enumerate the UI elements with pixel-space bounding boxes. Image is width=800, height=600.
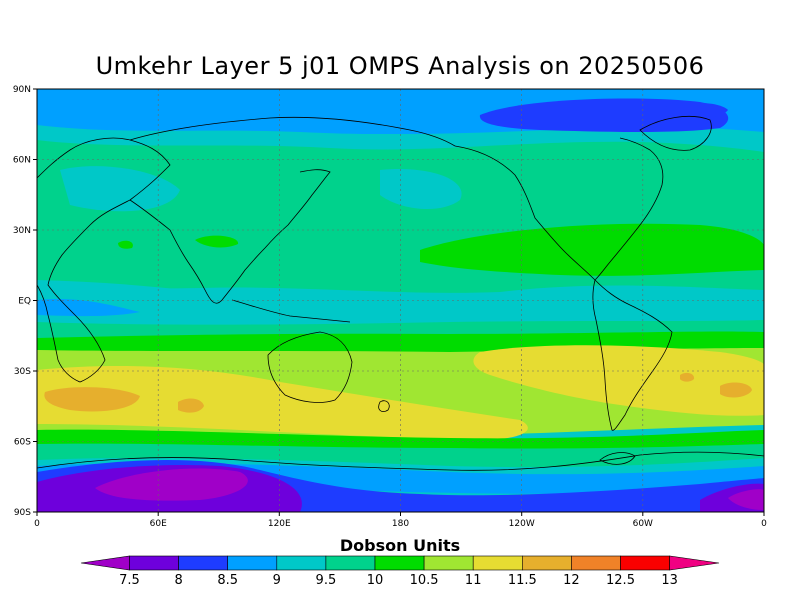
lon-label-120w: 120W — [509, 519, 535, 529]
contour-band-equator-9 — [37, 299, 140, 317]
colorbar-segment — [423, 555, 474, 571]
coast-north-america — [454, 137, 664, 281]
colorbar-tick-label: 12.5 — [606, 573, 635, 588]
lon-label-60w: 60W — [633, 519, 653, 529]
coast-greenland — [639, 115, 712, 151]
colorbar-segment — [276, 555, 327, 571]
contour-band-pocket-9-5a — [60, 166, 180, 212]
colorbar-tick-label: 13 — [661, 573, 678, 588]
colorbar-segment — [620, 555, 670, 571]
lat-label-30s: 30S — [14, 367, 31, 377]
contour-pocket-12d — [680, 372, 695, 382]
contour-band-polar-7-5b — [728, 489, 764, 510]
tick-marks — [33, 88, 765, 516]
colorbar: 7.5 8 8.5 9 9.5 10 10.5 11 11.5 12 12.5 13 — [80, 555, 720, 588]
colorbar-segment — [178, 555, 229, 571]
coast-antarctic-peninsula — [599, 452, 636, 465]
lon-label-120e: 120E — [268, 519, 291, 529]
coast-siberia — [129, 116, 456, 147]
colorbar-arrow-low — [80, 555, 130, 571]
colorbar-tick-label: 8.5 — [217, 573, 238, 588]
colorbar-tick-label: 10 — [367, 573, 384, 588]
colorbar-tick-label: 8 — [174, 573, 182, 588]
lon-label-0-left: 0 — [34, 519, 40, 529]
colorbar-segment — [571, 555, 621, 571]
coastlines — [37, 115, 764, 471]
contour-band-north-10-5 — [420, 223, 764, 276]
contour-band-north-10-5b — [195, 235, 239, 248]
coast-new-zealand — [378, 400, 390, 412]
lat-label-90n: 90N — [13, 85, 31, 95]
colorbar-tick-label: 10.5 — [410, 573, 439, 588]
contour-band-south-11-5b — [473, 345, 764, 416]
contour-band-north-10-5c — [118, 240, 133, 249]
colorbar-tick-label: 9 — [273, 573, 281, 588]
lat-label-eq: EQ — [18, 297, 31, 307]
coast-south-america — [592, 279, 673, 431]
longitude-labels: 0 60E 120E 180 120W 60W 0 — [34, 519, 767, 529]
contour-band-polar-7-5 — [95, 468, 248, 501]
contour-band-south-11-5a — [37, 366, 528, 440]
coast-australia — [267, 331, 353, 403]
map-title: Umkehr Layer 5 j01 OMPS Analysis on 2025… — [95, 52, 705, 80]
colorbar-tick-label: 7.5 — [119, 573, 140, 588]
lat-label-60n: 60N — [13, 156, 31, 166]
coast-indonesia — [231, 299, 351, 323]
lat-label-60s: 60S — [14, 438, 31, 448]
colorbar-tick-label: 12 — [563, 573, 580, 588]
coast-east-asia — [264, 169, 331, 249]
contour-pocket-north-9 — [660, 102, 728, 119]
gridlines — [37, 89, 764, 512]
colorbar-segment — [227, 555, 278, 571]
colorbar-segment — [129, 555, 179, 571]
lon-label-60e: 60E — [150, 519, 167, 529]
lon-label-0-right: 0 — [761, 519, 767, 529]
colorbar-segment — [374, 555, 425, 571]
colorbar-tick-label: 11.5 — [508, 573, 537, 588]
contour-pocket-12a — [44, 387, 140, 412]
contour-pocket-12c — [720, 382, 752, 398]
colorbar-segment — [521, 555, 572, 571]
colorbar-segment — [472, 555, 523, 571]
colorbar-tick-label: 11 — [465, 573, 482, 588]
lat-label-30n: 30N — [13, 226, 31, 236]
colorbar-arrow-high — [669, 555, 720, 571]
contour-pocket-12b — [178, 398, 204, 413]
coast-arabia-india — [129, 199, 266, 304]
colorbar-segment — [325, 555, 376, 571]
latitude-labels: 90N 60N 30N EQ 30S 60S 90S — [13, 85, 31, 518]
coast-antarctica — [37, 451, 764, 471]
lon-label-180: 180 — [392, 519, 409, 529]
colorbar-tick-label: 9.5 — [316, 573, 337, 588]
lat-label-90s: 90S — [14, 508, 31, 518]
colorbar-title: Dobson Units — [339, 536, 461, 555]
